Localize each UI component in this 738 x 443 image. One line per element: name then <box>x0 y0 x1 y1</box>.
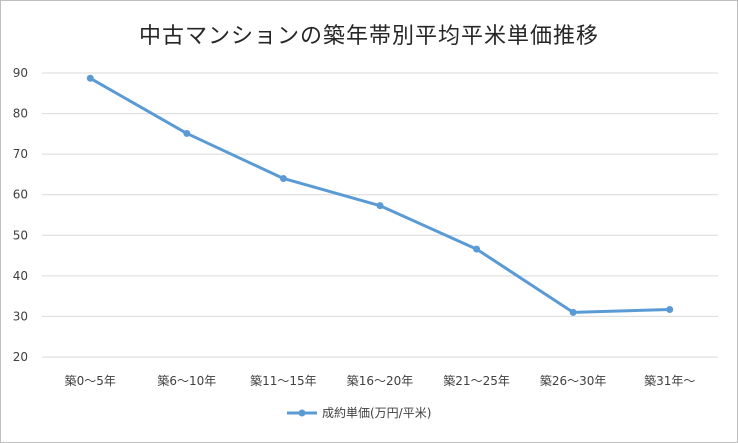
data-point <box>666 306 674 314</box>
chart-title: 中古マンションの築年帯別平均平米単価推移 <box>138 24 599 49</box>
y-tick-label: 90 <box>13 66 28 80</box>
y-tick-label: 20 <box>13 350 28 364</box>
x-tick-label: 築11～15年 <box>250 373 317 388</box>
y-tick-label: 70 <box>13 147 28 161</box>
x-tick-label: 築6～10年 <box>157 373 216 388</box>
data-point <box>473 245 481 253</box>
y-tick-label: 40 <box>13 269 28 283</box>
y-tick-label: 80 <box>13 107 28 121</box>
data-point <box>86 74 94 82</box>
legend-label: 成約単価(万円/平米) <box>322 405 431 420</box>
x-tick-label: 築16～20年 <box>347 373 414 388</box>
data-point <box>376 202 384 210</box>
data-point <box>569 308 577 316</box>
legend-swatch-marker <box>298 409 306 417</box>
data-point <box>279 174 287 182</box>
y-tick-label: 60 <box>13 188 28 202</box>
y-tick-label: 50 <box>13 228 28 242</box>
y-tick-label: 30 <box>13 309 28 323</box>
x-tick-label: 築21～25年 <box>443 373 510 388</box>
x-tick-label: 築31年～ <box>644 373 695 388</box>
data-point <box>183 129 191 137</box>
x-tick-label: 築26～30年 <box>540 373 607 388</box>
x-tick-label: 築0～5年 <box>65 373 116 388</box>
